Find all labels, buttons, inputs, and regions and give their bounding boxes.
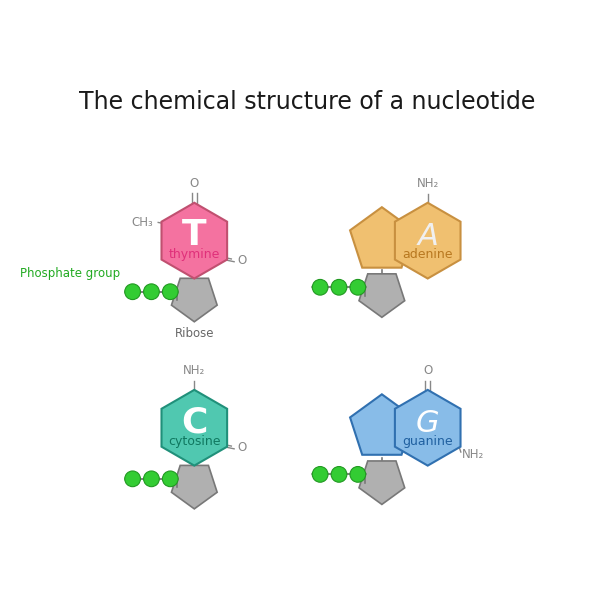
Polygon shape xyxy=(350,207,413,268)
Text: Phosphate group: Phosphate group xyxy=(20,267,120,280)
Circle shape xyxy=(143,471,159,487)
Circle shape xyxy=(350,467,365,482)
Polygon shape xyxy=(161,203,227,278)
Polygon shape xyxy=(350,394,413,455)
Text: cytosine: cytosine xyxy=(168,435,221,448)
Circle shape xyxy=(331,467,347,482)
Polygon shape xyxy=(395,203,461,278)
Text: NH₂: NH₂ xyxy=(462,448,484,461)
Polygon shape xyxy=(161,390,227,466)
Text: adenine: adenine xyxy=(403,248,453,261)
Circle shape xyxy=(331,280,347,295)
Polygon shape xyxy=(359,461,405,505)
Text: The chemical structure of a nucleotide: The chemical structure of a nucleotide xyxy=(79,91,536,115)
Circle shape xyxy=(350,280,365,295)
Polygon shape xyxy=(359,274,405,317)
Text: NH₂: NH₂ xyxy=(416,177,439,190)
Text: Ribose: Ribose xyxy=(175,328,214,340)
Polygon shape xyxy=(395,390,461,466)
Circle shape xyxy=(312,280,328,295)
Text: O: O xyxy=(423,364,433,377)
Text: guanine: guanine xyxy=(403,435,453,448)
Text: NH₂: NH₂ xyxy=(183,364,205,377)
Text: O: O xyxy=(190,177,199,190)
Circle shape xyxy=(163,471,178,487)
Text: A: A xyxy=(417,221,438,251)
Text: thymine: thymine xyxy=(169,248,220,261)
Circle shape xyxy=(125,471,140,487)
Circle shape xyxy=(312,467,328,482)
Polygon shape xyxy=(172,278,217,322)
Text: CH₃: CH₃ xyxy=(131,216,152,229)
Text: O: O xyxy=(238,254,247,267)
Polygon shape xyxy=(172,466,217,509)
Circle shape xyxy=(163,284,178,299)
Text: G: G xyxy=(416,409,440,437)
Circle shape xyxy=(143,284,159,299)
Text: O: O xyxy=(238,441,247,454)
Text: T: T xyxy=(182,218,206,252)
Circle shape xyxy=(125,284,140,299)
Text: C: C xyxy=(181,405,208,439)
